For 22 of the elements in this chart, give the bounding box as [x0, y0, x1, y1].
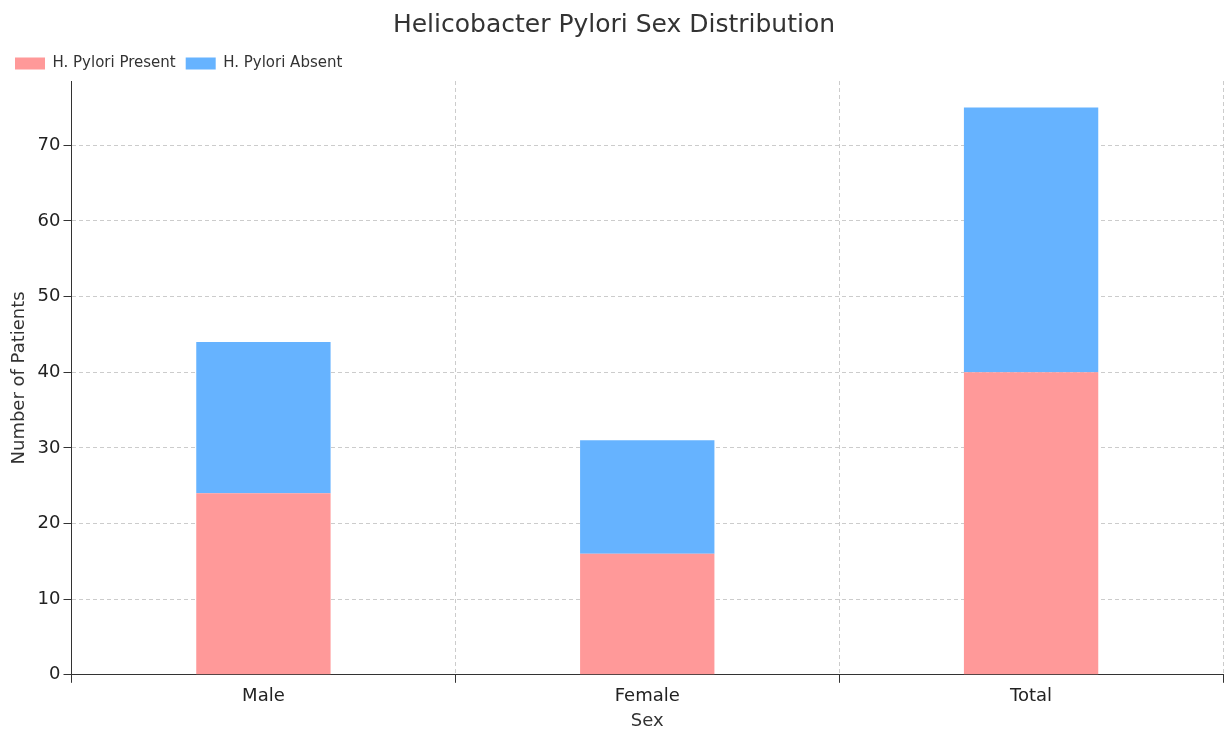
bar: [196, 493, 331, 675]
x-tick-label: Total: [1009, 684, 1053, 706]
x-axis-title: Sex: [630, 708, 665, 730]
y-tick-label: 60: [37, 208, 61, 230]
y-tick-label: 30: [37, 435, 61, 457]
y-tick-label: 50: [37, 284, 61, 306]
bar: [963, 372, 1099, 675]
x-tick-label: Male: [242, 684, 285, 706]
chart-title: Helicobacter Pylori Sex Distribution: [392, 8, 836, 38]
y-tick-label: 40: [37, 359, 61, 381]
bar: [963, 107, 1099, 373]
x-tick-label: Female: [614, 684, 680, 706]
bar: [580, 553, 715, 675]
bar: [196, 341, 331, 494]
y-tick-label: 10: [37, 586, 61, 608]
y-tick-label: 0: [49, 662, 61, 684]
y-axis-title: Number of Patients: [7, 291, 29, 465]
y-tick-label: 20: [37, 511, 61, 533]
y-tick-label: 70: [37, 132, 61, 154]
bar: [580, 440, 715, 554]
legend-label: H. Pylori Present: [52, 53, 176, 72]
legend-label: H. Pylori Absent: [223, 53, 343, 72]
